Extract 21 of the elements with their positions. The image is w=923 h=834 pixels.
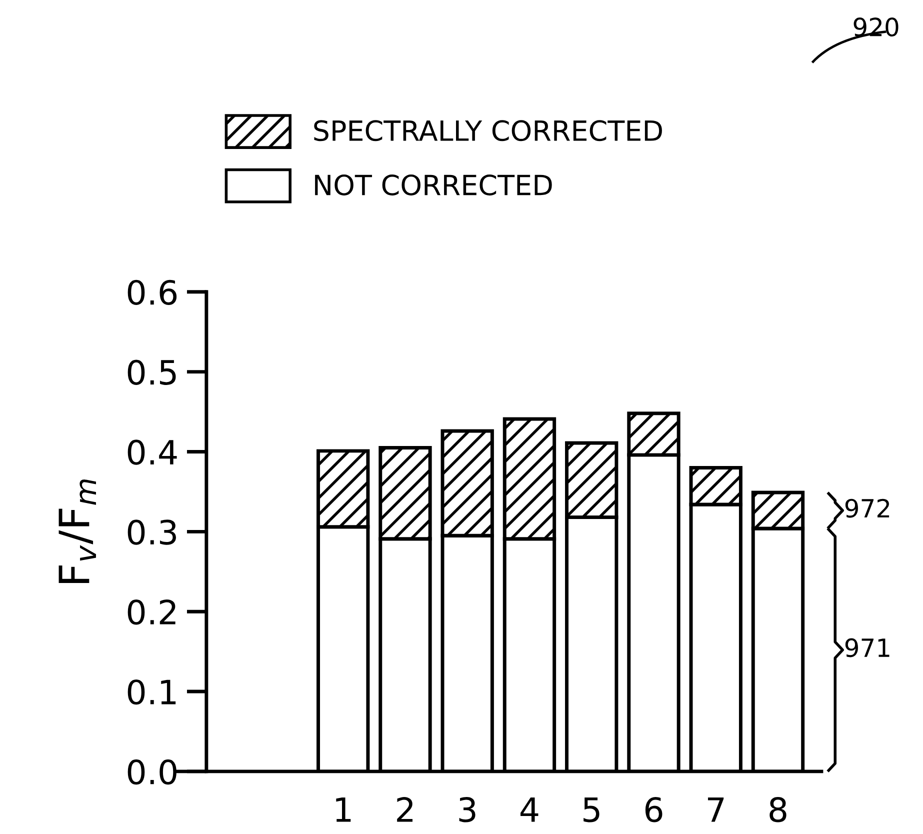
x-tick-label: 3	[459, 797, 476, 822]
text: 920	[854, 18, 898, 36]
y-tick-label: 0.0	[128, 759, 176, 785]
text: 972	[845, 498, 890, 518]
y-tick-label: 0.6	[128, 280, 177, 306]
y-axis-title: F$_{v}$/F$_{m}$	[58, 480, 96, 584]
y-tick-label: 0.5	[128, 360, 176, 385]
x-tick-label: 6	[645, 797, 662, 822]
x-tick-label: 5	[584, 797, 600, 822]
legend-label: NOT CORRECTED	[315, 174, 552, 196]
y-tick-label: 0.3	[128, 520, 176, 545]
x-tick-label: 7	[708, 797, 724, 822]
x-tick-label: 8	[770, 797, 786, 822]
x-tick-label: 4	[520, 797, 538, 822]
legend-label: SPECTRALLY CORRECTED	[314, 120, 662, 142]
x-tick-label: 1	[336, 797, 351, 822]
text: 971	[845, 638, 890, 658]
x-tick-label: 2	[397, 797, 412, 822]
y-tick-label: 0.2	[128, 600, 176, 625]
y-tick-label: 0.1	[128, 679, 176, 705]
y-tick-label: 0.4	[128, 440, 177, 465]
